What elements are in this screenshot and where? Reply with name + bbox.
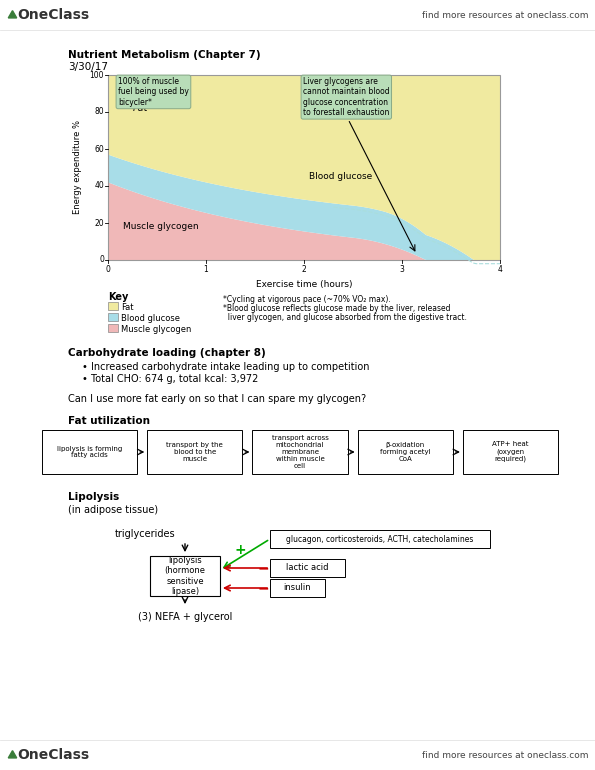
Text: 2: 2 [302, 265, 306, 274]
Text: find more resources at oneclass.com: find more resources at oneclass.com [421, 751, 588, 759]
Text: liver glycogen, and glucose absorbed from the digestive tract.: liver glycogen, and glucose absorbed fro… [223, 313, 467, 322]
Text: Fat utilization: Fat utilization [68, 416, 150, 426]
Text: transport across
mitochondrial
membrane
within muscle
cell: transport across mitochondrial membrane … [271, 435, 328, 469]
Text: OneClass: OneClass [17, 748, 89, 762]
Text: transport by the
blood to the
muscle: transport by the blood to the muscle [167, 442, 223, 462]
Text: β-oxidation
forming acetyl
CoA: β-oxidation forming acetyl CoA [380, 442, 431, 462]
Text: glucagon, corticosteroids, ACTH, catecholamines: glucagon, corticosteroids, ACTH, catecho… [286, 534, 474, 544]
Bar [270, 559, 345, 577]
Text: 0: 0 [105, 265, 111, 274]
Text: Blood glucose: Blood glucose [121, 314, 180, 323]
Bar [252, 430, 347, 474]
Text: Lipolysis: Lipolysis [68, 492, 119, 502]
Text: Key: Key [108, 292, 129, 302]
Text: lipolysis
(hormone
sensitive
lipase): lipolysis (hormone sensitive lipase) [164, 556, 205, 596]
Polygon shape [108, 155, 500, 260]
Text: Nutrient Metabolism (Chapter 7): Nutrient Metabolism (Chapter 7) [68, 50, 261, 60]
Text: 100% of muscle
fuel being used by
bicycler*: 100% of muscle fuel being used by bicycl… [118, 77, 189, 107]
Text: +: + [234, 543, 246, 557]
Bar [108, 324, 118, 332]
Text: 20: 20 [95, 219, 104, 227]
Bar [108, 313, 118, 321]
Text: Liver glycogens are
cannot maintain blood
glucose concentration
to forestall exh: Liver glycogens are cannot maintain bloo… [303, 77, 390, 117]
Text: Blood glucose: Blood glucose [309, 172, 372, 181]
Text: 3: 3 [400, 265, 405, 274]
Text: 0: 0 [99, 256, 104, 265]
Text: lactic acid: lactic acid [286, 564, 329, 573]
Text: Carbohydrate loading (chapter 8): Carbohydrate loading (chapter 8) [68, 348, 266, 358]
Text: −: − [257, 561, 269, 575]
Text: 100: 100 [89, 71, 104, 79]
Bar [108, 302, 118, 310]
Bar [270, 530, 490, 548]
Text: Fat: Fat [133, 103, 148, 113]
Text: Fat: Fat [121, 303, 133, 312]
Bar [108, 75, 500, 260]
Polygon shape [108, 75, 500, 260]
Text: 40: 40 [94, 182, 104, 190]
Text: *Blood glucose reflects glucose made by the liver, released: *Blood glucose reflects glucose made by … [223, 304, 450, 313]
Text: • Total CHO: 674 g, total kcal: 3,972: • Total CHO: 674 g, total kcal: 3,972 [82, 374, 258, 384]
Bar [147, 430, 242, 474]
Text: ATP+ heat
(oxygen
required): ATP+ heat (oxygen required) [492, 441, 528, 463]
Bar [42, 430, 137, 474]
Text: 4: 4 [497, 265, 502, 274]
Text: 1: 1 [203, 265, 208, 274]
Text: Exercise time (hours): Exercise time (hours) [256, 280, 352, 289]
Text: lipolysis is forming
fatty acids: lipolysis is forming fatty acids [57, 446, 122, 458]
Text: (in adipose tissue): (in adipose tissue) [68, 505, 158, 515]
Text: • Increased carbohydrate intake leading up to competition: • Increased carbohydrate intake leading … [82, 362, 369, 372]
Text: insulin: insulin [284, 584, 311, 592]
Bar [358, 430, 453, 474]
Text: triglycerides: triglycerides [114, 529, 175, 539]
Text: 60: 60 [94, 145, 104, 153]
Text: −: − [257, 581, 269, 595]
Bar [463, 430, 558, 474]
Text: Muscle glycogen: Muscle glycogen [123, 223, 198, 231]
Text: (3) NEFA + glycerol: (3) NEFA + glycerol [138, 612, 232, 622]
Bar [150, 556, 220, 596]
Text: 80: 80 [95, 108, 104, 116]
Polygon shape [108, 182, 500, 260]
Text: Energy expenditure %: Energy expenditure % [74, 120, 83, 215]
Text: 3/30/17: 3/30/17 [68, 62, 108, 72]
Text: OneClass: OneClass [17, 8, 89, 22]
Text: Can I use more fat early on so that I can spare my glycogen?: Can I use more fat early on so that I ca… [68, 394, 366, 404]
Text: find more resources at oneclass.com: find more resources at oneclass.com [421, 11, 588, 19]
Bar [270, 579, 325, 597]
Text: *Cycling at vigorous pace (~70% VO₂ max).: *Cycling at vigorous pace (~70% VO₂ max)… [223, 295, 391, 304]
Text: Muscle glycogen: Muscle glycogen [121, 325, 192, 334]
